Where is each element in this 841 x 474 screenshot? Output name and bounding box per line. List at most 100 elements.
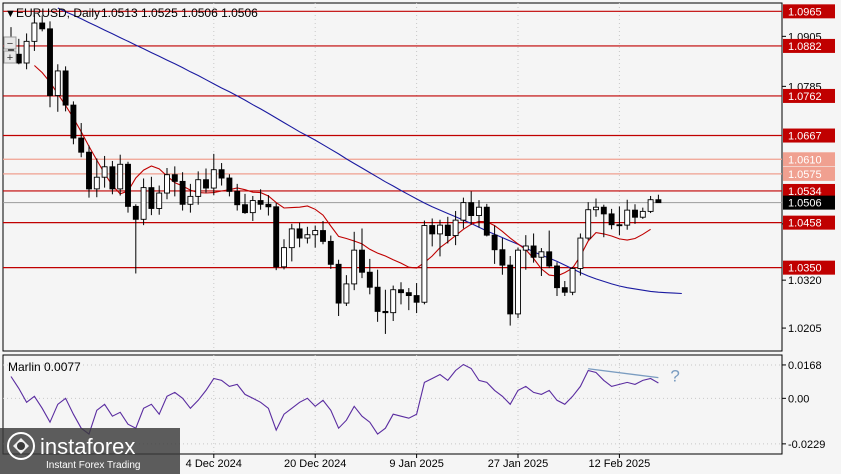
candle bbox=[608, 208, 615, 230]
bull-candle-body bbox=[140, 187, 147, 220]
bull-candle-body bbox=[351, 249, 358, 285]
candle bbox=[109, 160, 116, 195]
bear-candle-body bbox=[62, 70, 69, 106]
oscillator-grid bbox=[3, 355, 782, 454]
candle bbox=[273, 203, 280, 271]
bull-candle-body bbox=[343, 283, 350, 304]
candle bbox=[101, 155, 108, 188]
bear-candle-body bbox=[234, 190, 241, 206]
bear-candle-body bbox=[15, 53, 22, 64]
bull-candle-body bbox=[593, 206, 599, 211]
candle bbox=[515, 247, 521, 319]
bear-candle-body bbox=[78, 137, 85, 153]
red-ma-line bbox=[34, 65, 651, 277]
candle bbox=[148, 176, 155, 216]
candle bbox=[390, 285, 397, 321]
candle bbox=[600, 204, 607, 238]
bear-candle-body bbox=[382, 310, 389, 314]
level-label-box bbox=[783, 128, 835, 143]
candle bbox=[195, 171, 202, 205]
level-label: 1.0965 bbox=[788, 6, 822, 18]
candle bbox=[468, 191, 475, 225]
bear-candle-body bbox=[257, 200, 264, 205]
bear-candle-body bbox=[39, 22, 46, 30]
bear-candle-body bbox=[179, 180, 186, 205]
oscillator-title: Marlin 0.0077 bbox=[8, 360, 81, 374]
bull-candle-body bbox=[577, 237, 584, 269]
candle bbox=[538, 248, 545, 276]
time-axis-label: 12 Feb 2025 bbox=[589, 458, 651, 470]
candle bbox=[47, 21, 53, 108]
blue-ma-line bbox=[57, 7, 682, 295]
bear-candle-body bbox=[398, 289, 404, 294]
candle bbox=[39, 15, 46, 32]
bull-candle-body bbox=[101, 166, 108, 178]
oscillator-annotation: ? bbox=[588, 367, 680, 386]
level-label-box bbox=[783, 4, 835, 19]
zoom-out-label: − bbox=[7, 38, 13, 50]
candle bbox=[483, 203, 490, 237]
candle bbox=[398, 282, 404, 305]
bear-candle-body bbox=[468, 202, 475, 217]
candle bbox=[70, 101, 77, 145]
bear-candle-body bbox=[203, 179, 209, 189]
bear-candle-body bbox=[359, 249, 365, 273]
candle bbox=[351, 231, 358, 291]
zoom-in-label: + bbox=[7, 52, 13, 64]
header-arrow-icon[interactable]: ▼ bbox=[5, 8, 16, 20]
bull-candle-body bbox=[460, 202, 467, 221]
candle bbox=[507, 255, 514, 326]
bull-candle-body bbox=[54, 70, 61, 96]
candle bbox=[312, 225, 319, 248]
bull-candle-body bbox=[23, 40, 30, 64]
candle bbox=[288, 223, 295, 262]
zoom-in-button[interactable] bbox=[3, 50, 17, 64]
level-label-box bbox=[783, 215, 835, 230]
candle bbox=[54, 64, 61, 112]
bull-candle-body bbox=[390, 289, 397, 314]
bear-candle-body bbox=[546, 251, 553, 267]
level-label-box bbox=[783, 260, 835, 275]
candle bbox=[187, 183, 194, 213]
level-label: 1.0610 bbox=[788, 154, 822, 166]
candle bbox=[437, 219, 443, 257]
level-label-box bbox=[783, 183, 835, 198]
candle bbox=[218, 163, 225, 186]
time-axis-label: 27 Jan 2025 bbox=[488, 458, 549, 470]
candle bbox=[125, 161, 131, 213]
candle bbox=[554, 262, 560, 296]
candle bbox=[327, 235, 334, 269]
time-axis-label: 20 Dec 2024 bbox=[284, 458, 346, 470]
candle bbox=[616, 206, 623, 236]
bear-candle-body bbox=[335, 263, 342, 304]
level-label: 1.0882 bbox=[788, 41, 822, 53]
current-price-label: 1.0506 bbox=[788, 198, 822, 210]
osc-axis-label: 0.0168 bbox=[788, 360, 822, 372]
candle bbox=[585, 202, 592, 241]
bull-candle-body bbox=[210, 169, 217, 189]
time-axis: 4 Dec 2024 20 Dec 2024 9 Jan 2025 27 Jan 20… bbox=[186, 454, 651, 470]
candle bbox=[655, 194, 662, 204]
price-pane: 1.09051.07851.04551.03201.02051.09651.08… bbox=[2, 2, 835, 352]
bull-candle-body bbox=[585, 209, 592, 239]
zoom-out-button[interactable] bbox=[3, 36, 17, 50]
bear-candle-body bbox=[632, 209, 638, 218]
candle bbox=[460, 197, 467, 229]
candle bbox=[413, 283, 420, 314]
red-moving-average bbox=[34, 65, 651, 277]
bull-candle-body bbox=[624, 209, 631, 226]
candle bbox=[304, 226, 311, 244]
candle bbox=[281, 239, 287, 270]
candle bbox=[569, 266, 576, 296]
instaforex-watermark: instaforex Instant Forex Trading bbox=[0, 428, 180, 474]
chart-header: ▼ EURUSD, Daily 1.0513 1.0525 1.0506 1.0… bbox=[5, 6, 258, 20]
bull-candle-body bbox=[249, 200, 256, 214]
osc-axis-label: 0.00 bbox=[788, 393, 809, 405]
blue-moving-average bbox=[57, 7, 682, 295]
candle bbox=[429, 218, 436, 247]
bull-candle-body bbox=[538, 251, 545, 258]
bear-candle-body bbox=[413, 295, 420, 303]
candle bbox=[561, 280, 568, 296]
candle bbox=[31, 14, 38, 51]
